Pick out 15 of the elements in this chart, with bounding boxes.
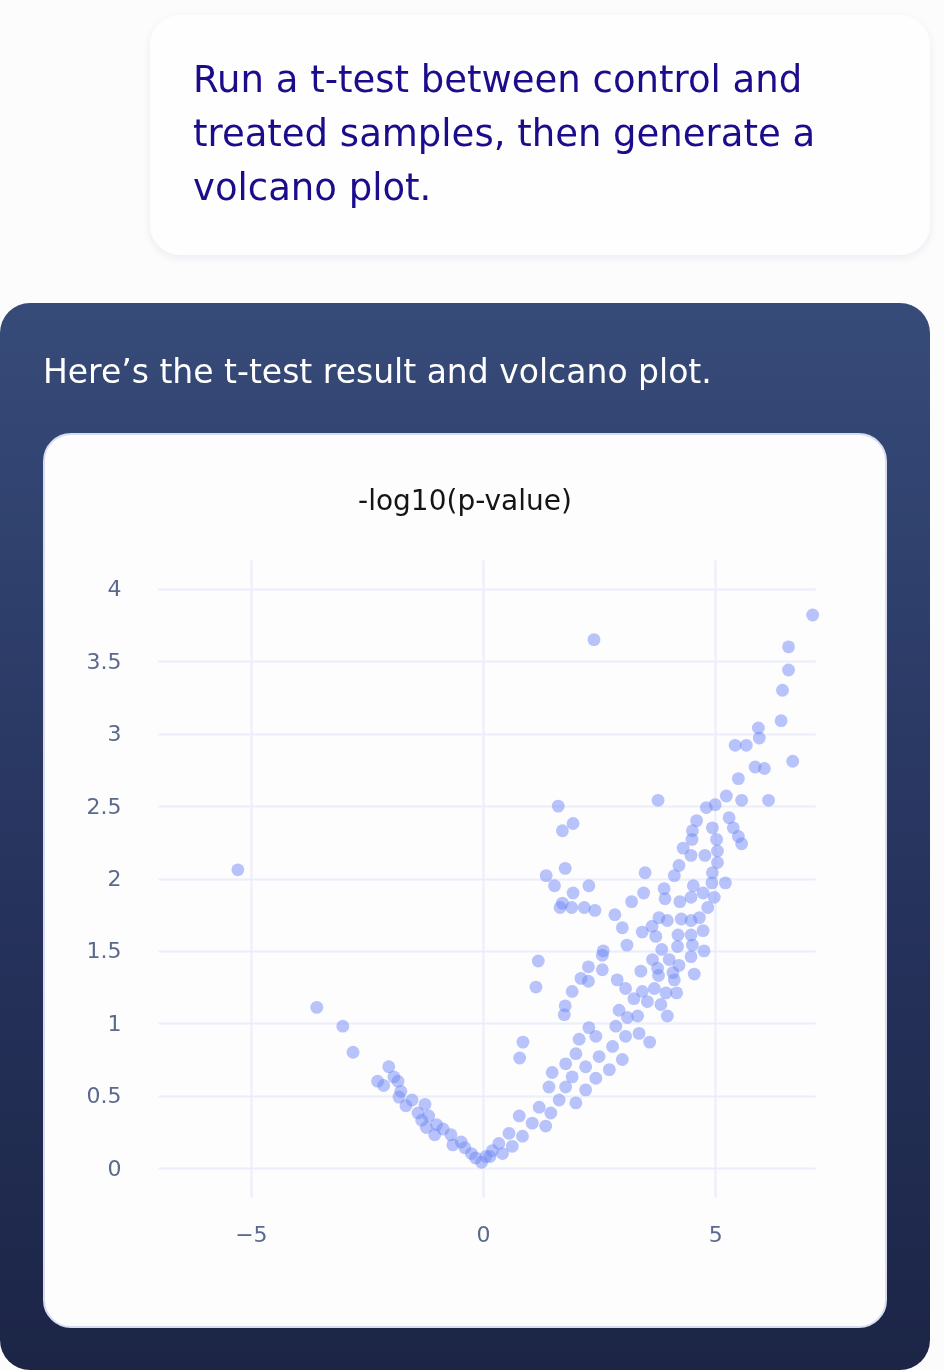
- text: Run a t-test between control and treated samples, then generate a volcano plot.: [193, 57, 817, 211]
- x-tick-label: 0: [476, 1221, 491, 1247]
- y-tick-label: 0: [107, 1155, 122, 1181]
- y-tick-label: 3: [107, 721, 122, 747]
- x-tick-label: 5: [708, 1221, 723, 1247]
- y-tick-label: 2.5: [86, 793, 122, 819]
- text: Here’s the t-test result and volcano plot.: [43, 352, 713, 392]
- x-tick-label: −5: [235, 1221, 268, 1247]
- chart-title: -log10(p-value): [358, 484, 572, 517]
- y-tick-label: 1: [107, 1010, 122, 1036]
- y-tick-label: 4: [107, 576, 122, 602]
- y-tick-label: 1.5: [86, 938, 122, 964]
- y-tick-label: 2: [107, 866, 122, 891]
- y-tick-label: 0.5: [86, 1083, 122, 1109]
- y-tick-label: 3.5: [86, 648, 122, 674]
